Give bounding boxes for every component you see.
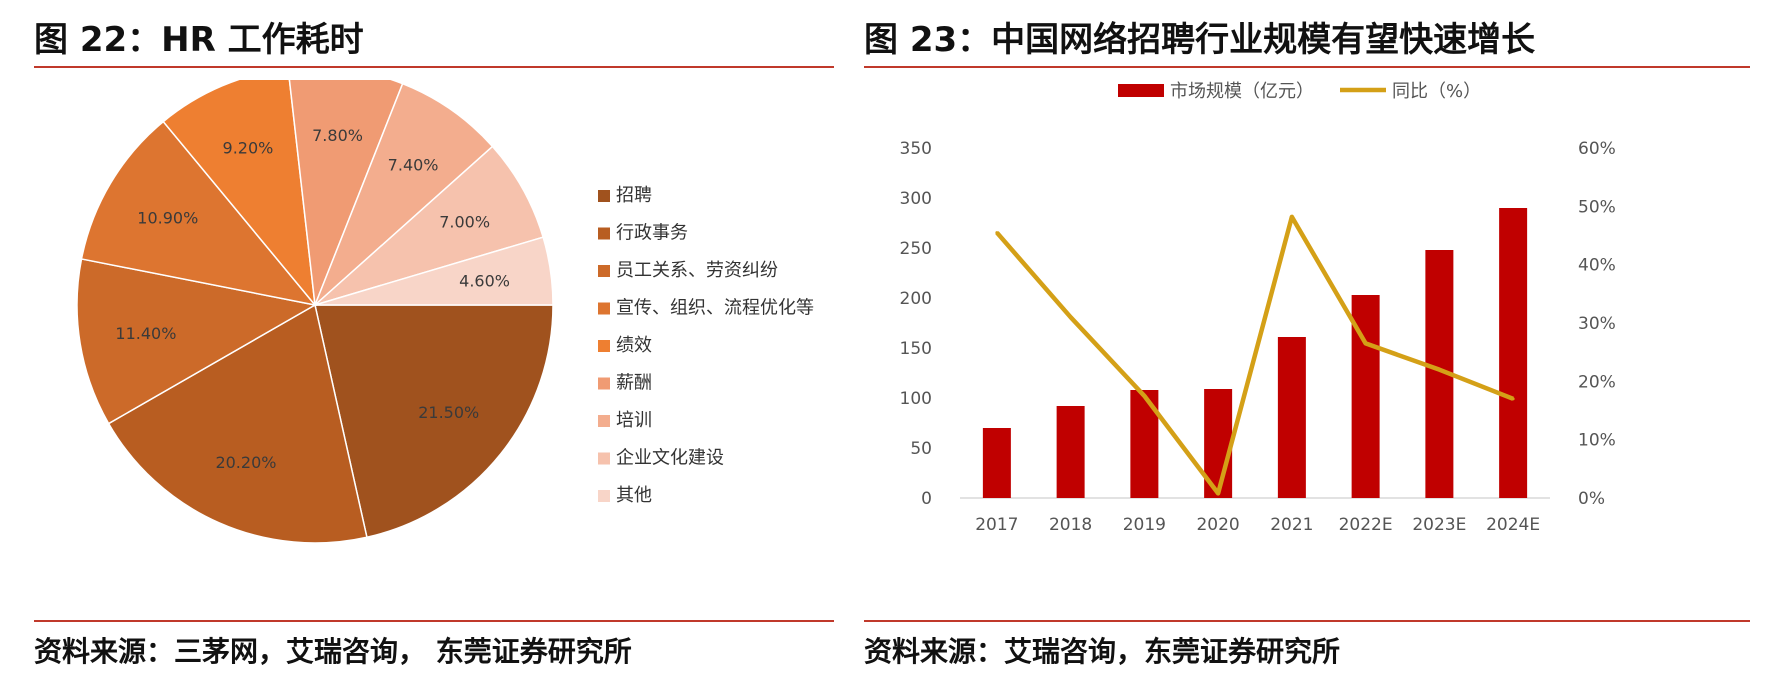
line-point xyxy=(1216,491,1220,495)
title-divider xyxy=(864,66,1750,68)
pie-slice xyxy=(314,236,554,306)
legend-swatch xyxy=(598,415,610,427)
source-divider xyxy=(34,620,834,622)
legend-entry: 行政事务 xyxy=(616,223,688,244)
line-point xyxy=(1364,341,1368,345)
pie-slice xyxy=(314,82,494,306)
legend-swatch xyxy=(598,265,610,277)
legend-swatch-bar xyxy=(1118,84,1164,97)
figure-22-title: 图 22：HR 工作耗时 xyxy=(34,20,364,60)
line-point xyxy=(1142,394,1146,398)
slice-data-label: 4.60% xyxy=(459,271,510,290)
line-point xyxy=(1069,315,1073,319)
y-right-tick-label: 40% xyxy=(1578,256,1616,276)
line-point xyxy=(1511,397,1515,401)
legend-swatch xyxy=(598,190,610,202)
legend-swatch xyxy=(598,227,610,240)
x-tick-label: 2022E xyxy=(1339,515,1393,535)
slice-data-label: 11.40% xyxy=(115,324,176,343)
y-left-tick-label: 0 xyxy=(921,489,932,509)
x-tick-label: 2024E xyxy=(1486,515,1540,535)
y-right-tick-label: 0% xyxy=(1578,489,1605,509)
pie-slice xyxy=(314,304,554,539)
pie-slice xyxy=(314,145,545,306)
x-tick-label: 2021 xyxy=(1270,515,1313,535)
legend-entry: 员工关系、劳资纠纷 xyxy=(616,260,778,281)
pie-slice xyxy=(107,303,368,544)
y-left-tick-label: 300 xyxy=(900,189,932,209)
bar xyxy=(1499,208,1528,498)
x-tick-label: 2019 xyxy=(1123,515,1166,535)
pie-slice xyxy=(76,258,318,425)
legend-entry: 绩效 xyxy=(616,335,652,356)
y-left-tick-label: 50 xyxy=(910,439,932,459)
legend-entry: 培训 xyxy=(616,410,652,431)
pie-chart: 21.50% 20.20% 11.40% 10.90% 9.20% 7.80% 7.40% 7… xyxy=(76,80,814,544)
series-line-yoy xyxy=(995,214,1514,496)
y-left-tick-label: 200 xyxy=(900,289,932,309)
bar xyxy=(1056,406,1085,498)
y-left-tick-label: 250 xyxy=(900,239,932,259)
y-right-tick-label: 20% xyxy=(1578,372,1616,392)
pie-slice xyxy=(162,80,317,308)
figure-23-source: 资料来源：艾瑞咨询，东莞证券研究所 xyxy=(864,635,1341,668)
bar xyxy=(982,428,1011,498)
pie-slice xyxy=(80,120,317,307)
y-right-tick-label: 10% xyxy=(1578,431,1616,451)
legend-entry: 宣传、组织、流程优化等 xyxy=(616,298,814,319)
x-tick-label: 2017 xyxy=(975,515,1018,535)
slice-data-label: 7.40% xyxy=(388,155,439,174)
slice-data-label: 7.00% xyxy=(439,213,490,232)
title-divider xyxy=(34,66,834,68)
slice-data-label: 20.20% xyxy=(215,453,276,472)
x-tick-label: 2023E xyxy=(1412,515,1466,535)
y-right-tick-label: 60% xyxy=(1578,139,1616,159)
figure-23-panel: 图 23：中国网络招聘行业规模有望快速增长 0 50 100 150 200 250 300… xyxy=(860,0,1776,682)
y-left-tick-label: 150 xyxy=(900,339,932,359)
legend-entry: 同比（%） xyxy=(1392,81,1481,102)
legend-entry: 市场规模（亿元） xyxy=(1170,81,1314,102)
y-left-tick-label: 350 xyxy=(900,139,932,159)
legend-entry: 企业文化建设 xyxy=(616,448,724,469)
legend-entry: 薪酬 xyxy=(616,373,652,394)
y-right-tick-label: 50% xyxy=(1578,197,1616,217)
legend-swatch xyxy=(598,302,610,315)
bar xyxy=(1277,337,1306,498)
y-right-tick-label: 30% xyxy=(1578,314,1616,334)
legend-swatch xyxy=(598,340,610,352)
line-point xyxy=(1437,368,1441,372)
legend-swatch xyxy=(598,377,610,390)
x-tick-label: 2018 xyxy=(1049,515,1092,535)
slice-data-label: 9.20% xyxy=(223,138,274,157)
slice-data-label: 10.90% xyxy=(137,208,198,227)
pie-slice xyxy=(288,80,404,306)
source-divider xyxy=(864,620,1750,622)
combo-chart: 0 50 100 150 200 250 300 350 0% 10% 20% 30% 40% 50% 60… xyxy=(900,81,1616,535)
line-point xyxy=(1290,215,1294,219)
slice-data-label: 7.80% xyxy=(312,126,363,145)
legend-swatch xyxy=(598,452,610,465)
x-tick-label: 2020 xyxy=(1196,515,1239,535)
figure-23-title: 图 23：中国网络招聘行业规模有望快速增长 xyxy=(864,20,1536,60)
legend-entry: 招聘 xyxy=(616,185,652,206)
line-point xyxy=(995,231,999,235)
legend-entry: 其他 xyxy=(616,485,652,506)
figure-22-panel: 图 22：HR 工作耗时 21.50% 20.20% 11.40% 10.90% 9.2… xyxy=(0,0,860,682)
legend-swatch xyxy=(598,490,610,502)
y-left-tick-label: 100 xyxy=(900,389,932,409)
slice-data-label: 21.50% xyxy=(418,403,479,422)
figure-22-source: 资料来源：三茅网，艾瑞咨询， 东莞证券研究所 xyxy=(34,635,632,668)
